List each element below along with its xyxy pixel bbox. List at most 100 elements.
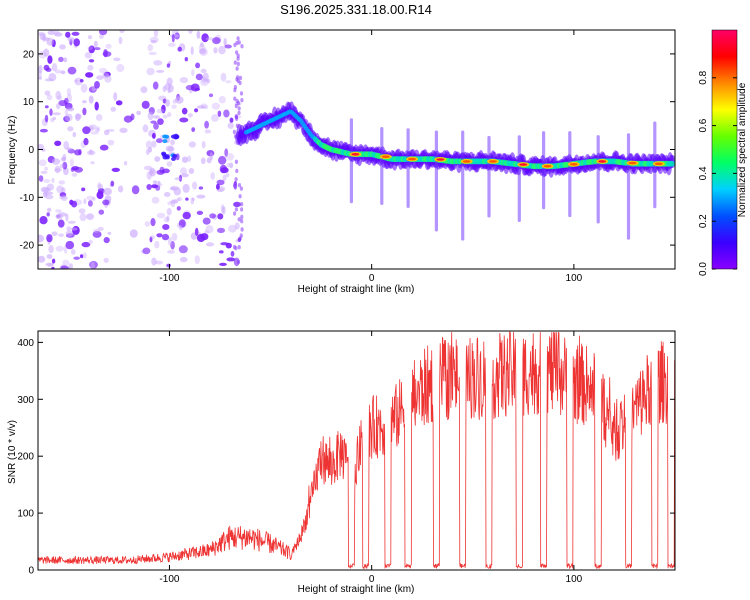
spectrogram-noise-blob: [61, 187, 66, 194]
spectrogram-noise-blob: [211, 102, 221, 110]
spectrogram-hotspot-peak: [654, 162, 663, 166]
spectrogram-noise-blob: [181, 173, 189, 178]
y-tick-label: 10: [23, 97, 35, 108]
spectrogram-noise-blob: [153, 122, 159, 130]
spectrogram-noise-blob: [86, 195, 95, 201]
spectrogram-noise-blob: [235, 98, 239, 104]
spectrogram-noise-blob: [170, 240, 175, 250]
spectrogram-noise-blob: [218, 45, 226, 55]
spectrogram-noise-blob: [88, 95, 94, 104]
spectrogram-noise-blob: [154, 156, 161, 162]
spectrogram-noise-blob: [150, 40, 157, 44]
y-tick-label: 100: [17, 509, 34, 520]
spectrogram-noise-blob: [233, 211, 237, 216]
spectrogram-noise-blob: [103, 187, 112, 196]
spectrogram-noise-blob: [151, 140, 157, 148]
spectrogram-noise-blob: [38, 175, 44, 182]
spectrogram-noise-blob: [46, 212, 50, 217]
spectrogram-streak: [596, 135, 600, 224]
spectrogram-noise-blob: [200, 103, 208, 109]
spectrogram-noise-blob: [204, 230, 210, 234]
spectrogram-noise-blob: [103, 49, 108, 58]
spectrogram-noise-blob: [151, 184, 159, 189]
spectrogram-noise-blob: [167, 250, 175, 254]
spectrogram-noise-blob: [51, 63, 58, 72]
spectrogram-noise-blob: [67, 66, 77, 75]
spectrogram-noise-blob: [92, 230, 102, 238]
spectrogram-noise-blob: [200, 68, 207, 74]
spectrogram-noise-blob: [208, 93, 214, 98]
spectrogram-noise-blob: [90, 161, 95, 165]
spectrogram-streak: [626, 133, 631, 240]
spectrogram-noise-blob: [191, 127, 196, 132]
spectrogram-noise-blob: [45, 67, 52, 72]
spectrogram-noise-blob: [146, 67, 155, 76]
spectrogram-noise-blob: [65, 213, 69, 222]
spectrogram-noise-blob: [58, 56, 64, 63]
spectrogram-noise-blob: [230, 250, 235, 257]
spectrogram-noise-blob: [79, 79, 84, 83]
spectrogram-noise-blob: [223, 38, 227, 47]
spectrogram-noise-blob: [44, 90, 51, 96]
spectrogram-noise-blob: [222, 174, 227, 181]
spectrogram-noise-blob: [54, 140, 62, 146]
spectrogram-noise-blob: [209, 152, 214, 161]
spectrogram-noise-blob: [167, 89, 171, 94]
chart-title: S196.2025.331.18.00.R14: [280, 2, 432, 17]
spectrogram-noise-blob: [151, 257, 157, 266]
spectrogram-noise-blob: [38, 143, 44, 151]
spectrogram-noise-blob: [166, 63, 171, 68]
spectrogram-noise-blob: [235, 168, 239, 174]
spectrogram-noise-blob: [87, 64, 94, 71]
spectrogram-noise-blob: [130, 113, 135, 121]
spectrogram-noise-blob: [54, 165, 61, 174]
spectrogram-noise-blob: [51, 258, 56, 264]
spectrogram-noise-blob: [47, 207, 52, 212]
spectrogram-noise-blob: [64, 109, 69, 116]
spectrogram-noise-blob: [171, 232, 178, 241]
spectrogram-noise-blob: [228, 224, 237, 233]
spectrogram-noise-blob: [161, 104, 166, 114]
spectrogram-noise-blob: [234, 207, 238, 212]
spectrogram-hotspot-peak: [519, 163, 528, 166]
spectrogram-noise-blob: [156, 233, 163, 238]
spectrogram-noise-blob: [97, 182, 102, 189]
y-tick-label: -20: [20, 241, 35, 252]
spectrogram-noise-blob: [93, 229, 100, 233]
spectrogram-noise-blob: [153, 180, 158, 185]
spectrogram-noise-blob: [149, 236, 153, 243]
spectrogram-noise-blob: [177, 198, 181, 202]
spectrogram-noise-blob: [71, 31, 80, 36]
spectrogram-noise-blob: [75, 113, 82, 120]
spectrogram-noise-blob: [190, 46, 194, 55]
spectrogram-noise-blob: [87, 200, 93, 207]
spectrogram-noise-blob: [217, 227, 225, 234]
spectrogram-noise-blob: [233, 201, 241, 208]
spectrogram-noise-blob: [97, 183, 104, 190]
spectrogram-noise-blob: [217, 213, 224, 220]
spectrogram-noise-blob: [83, 137, 89, 146]
colorbar-gradient: [711, 29, 738, 270]
spectrogram-noise-blob: [167, 237, 173, 246]
spectrogram-noise-blob: [181, 156, 189, 163]
spectrogram-noise-blob: [206, 79, 211, 83]
spectrogram-noise-blob: [218, 96, 226, 104]
spectrogram-noise-blob: [166, 215, 170, 222]
spectrogram-streak: [380, 127, 384, 205]
spectrogram-noise-blob: [50, 118, 55, 123]
spectrogram-noise-blob: [148, 51, 157, 56]
spectrogram-noise-blob: [196, 233, 206, 243]
spectrogram-blob: [172, 154, 178, 158]
spectrogram-hotspot-peak: [408, 157, 417, 161]
spectrogram-noise-blob: [159, 166, 165, 174]
spectrogram-hotspot-peak: [598, 160, 607, 163]
spectrogram-noise-blob: [79, 254, 84, 259]
spectrogram-noise-blob: [233, 96, 237, 101]
spectrogram-noise-blob: [182, 211, 191, 220]
spectrogram-noise-blob: [174, 177, 182, 181]
spectrogram-noise-blob: [103, 257, 109, 263]
spectrogram-noise-blob: [147, 111, 154, 121]
spectrogram-noise-blob: [110, 106, 117, 112]
spectrogram-noise-blob: [216, 183, 220, 190]
